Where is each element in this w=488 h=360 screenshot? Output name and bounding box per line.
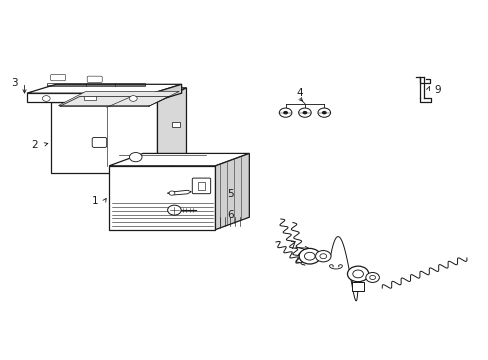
Text: 6: 6 (227, 211, 234, 220)
Text: 2: 2 (31, 140, 38, 149)
Circle shape (347, 266, 368, 282)
Circle shape (365, 273, 379, 283)
FancyBboxPatch shape (92, 138, 106, 147)
Circle shape (299, 248, 320, 264)
Polygon shape (215, 153, 249, 230)
Circle shape (279, 108, 291, 117)
Polygon shape (167, 190, 191, 195)
Text: 9: 9 (434, 85, 440, 95)
Polygon shape (152, 84, 181, 102)
Bar (47, 83, 144, 86)
Text: 7: 7 (289, 240, 296, 251)
Bar (27, 93, 152, 102)
Bar (197, 182, 205, 190)
Circle shape (321, 111, 326, 114)
Circle shape (319, 254, 326, 259)
Circle shape (304, 252, 314, 260)
Circle shape (298, 108, 310, 117)
Polygon shape (27, 84, 181, 93)
Text: 3: 3 (12, 77, 18, 87)
Polygon shape (109, 153, 249, 166)
Bar (109, 166, 215, 230)
Circle shape (169, 191, 175, 195)
Bar (83, 96, 95, 100)
Text: 8: 8 (349, 276, 356, 286)
FancyBboxPatch shape (192, 178, 210, 194)
Circle shape (283, 111, 287, 114)
Text: 1: 1 (91, 196, 98, 206)
Circle shape (315, 251, 330, 262)
Bar (172, 122, 180, 127)
Text: 5: 5 (227, 189, 234, 199)
Bar (51, 102, 157, 173)
Circle shape (129, 153, 142, 162)
Bar (351, 282, 363, 291)
Circle shape (42, 96, 50, 101)
Circle shape (317, 108, 330, 117)
Circle shape (302, 111, 307, 114)
Text: 4: 4 (296, 88, 303, 98)
Circle shape (167, 205, 181, 215)
Circle shape (352, 270, 363, 278)
Polygon shape (51, 88, 186, 102)
Circle shape (369, 275, 375, 280)
Polygon shape (157, 88, 186, 173)
Circle shape (129, 96, 137, 101)
Polygon shape (58, 91, 179, 105)
